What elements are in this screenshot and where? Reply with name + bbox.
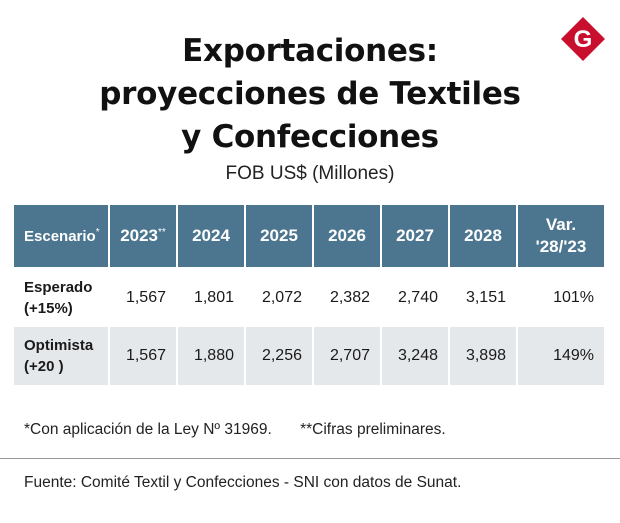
footnote-law: *Con aplicación de la Ley Nº 31969. (24, 421, 272, 438)
cell-optimista-2028: 3,898 (450, 327, 516, 385)
cell-optimista-2024: 1,880 (178, 327, 244, 385)
cell-optimista-variation: 149% (518, 327, 604, 385)
header-2026: 2026 (314, 205, 380, 269)
table-row-esperado: Esperado (+15%) 1,567 1,801 2,072 2,382 2… (14, 269, 604, 327)
cell-esperado-2024: 1,801 (178, 269, 244, 327)
header-escenario: Escenario* (14, 205, 108, 269)
cell-optimista-2025: 2,256 (246, 327, 312, 385)
logo-letter: G (574, 26, 593, 53)
title-line-1: Exportaciones: (182, 33, 438, 69)
footnotes: *Con aplicación de la Ley Nº 31969. **Ci… (24, 421, 470, 439)
source-note: Fuente: Comité Textil y Confecciones - S… (24, 474, 462, 491)
cell-esperado-2027: 2,740 (382, 269, 448, 327)
projections-table: Escenario* 2023** 2024 2025 2026 2027 20… (12, 205, 606, 385)
chart-subtitle: FOB US$ (Millones) (225, 163, 395, 184)
header-2028: 2028 (450, 205, 516, 269)
footnote-preliminary: **Cifras preliminares. (300, 421, 446, 438)
divider (0, 458, 620, 459)
title-line-2: proyecciones de Textiles (99, 76, 521, 112)
cell-esperado-variation: 101% (518, 269, 604, 327)
cell-esperado-2026: 2,382 (314, 269, 380, 327)
header-2023: 2023** (110, 205, 176, 269)
logo-diamond (561, 17, 605, 61)
scenario-label-esperado: Esperado (+15%) (14, 269, 108, 327)
table-row-optimista: Optimista (+20 ) 1,567 1,880 2,256 2,707 … (14, 327, 604, 385)
header-2027: 2027 (382, 205, 448, 269)
chart-title: Exportaciones: proyecciones de Textiles … (0, 30, 620, 159)
header-2025: 2025 (246, 205, 312, 269)
cell-esperado-2028: 3,151 (450, 269, 516, 327)
header-variation-text: Var. '28/'23 (535, 215, 587, 256)
cell-optimista-2023: 1,567 (110, 327, 176, 385)
cell-esperado-2023: 1,567 (110, 269, 176, 327)
cell-esperado-2025: 2,072 (246, 269, 312, 327)
header-2024: 2024 (178, 205, 244, 269)
scenario-label-optimista: Optimista (+20 ) (14, 327, 108, 385)
cell-optimista-2026: 2,707 (314, 327, 380, 385)
gestion-logo-icon: G (561, 17, 605, 61)
title-line-3: y Confecciones (181, 119, 439, 155)
header-variation: Var. '28/'23 (518, 205, 604, 269)
cell-optimista-2027: 3,248 (382, 327, 448, 385)
table-header-row: Escenario* 2023** 2024 2025 2026 2027 20… (14, 205, 604, 269)
